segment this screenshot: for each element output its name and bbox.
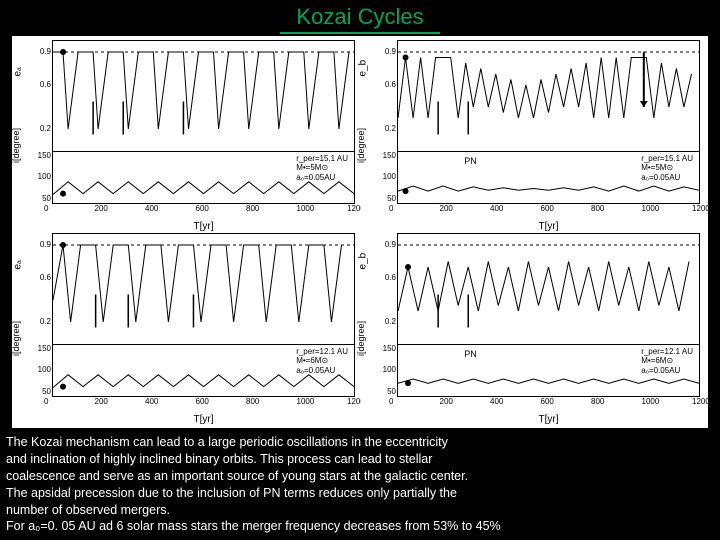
- inc-plot: 50100150r_per=12.1 AUM•=6M⊙a₀=0.05AU: [52, 344, 355, 397]
- ylabel-i: i[degree]: [356, 128, 366, 163]
- caption-text: The Kozai mechanism can lead to a large …: [0, 428, 720, 535]
- ylabel-i: i[degree]: [11, 321, 21, 356]
- ecc-plot: 0.20.60.9: [397, 233, 700, 344]
- ylabel-i: i[degree]: [356, 321, 366, 356]
- panel-annotation: r_per=12.1 AUM•=6M⊙a₀=0.05AU: [296, 347, 348, 376]
- panel-annotation: r_per=12.1 AUM•=6M⊙a₀=0.05AU: [641, 347, 693, 376]
- chart-grid: eₐ i[degree] 0.20.60.9 50100150r_per=15.…: [12, 36, 708, 428]
- ylabel-i: i[degree]: [11, 128, 21, 163]
- ylabel-e: e_b: [358, 59, 369, 76]
- panel-d: e_b i[degree] 0.20.60.9 50100150r_per=12…: [361, 233, 704, 424]
- ecc-plot: 0.20.60.9: [52, 233, 355, 344]
- title-underline: [280, 32, 440, 34]
- ecc-plot: 0.20.60.9: [397, 40, 700, 151]
- xlabel: T[yr]: [194, 414, 214, 425]
- pn-label: PN: [464, 156, 477, 166]
- xlabel: T[yr]: [194, 221, 214, 232]
- xlabel: T[yr]: [539, 221, 559, 232]
- page-title: Kozai Cycles: [0, 0, 720, 32]
- xlabel: T[yr]: [539, 414, 559, 425]
- ecc-plot: 0.20.60.9: [52, 40, 355, 151]
- inc-plot: 50100150r_per=15.1 AUM•=5M⊙a₀=0.05AUPN: [397, 151, 700, 204]
- panel-annotation: r_per=15.1 AUM•=5M⊙a₀=0.05AU: [641, 154, 693, 183]
- xaxis: 020040060080010001200T[yr]: [52, 397, 355, 424]
- ylabel-e: eₐ: [13, 67, 24, 76]
- pn-label: PN: [464, 349, 477, 359]
- xaxis: 020040060080010001200T[yr]: [397, 397, 700, 424]
- xaxis: 020040060080010001200T[yr]: [397, 204, 700, 231]
- ylabel-e: eₐ: [13, 260, 24, 269]
- panel-b: e_b i[degree] 0.20.60.9 50100150r_per=15…: [361, 40, 704, 231]
- xaxis: 020040060080010001200T[yr]: [52, 204, 355, 231]
- inc-plot: 50100150r_per=15.1 AUM•=5M⊙a₀=0.05AU: [52, 151, 355, 204]
- ylabel-e: e_b: [358, 252, 369, 269]
- panel-c: eₐ i[degree] 0.20.60.9 50100150r_per=12.…: [16, 233, 359, 424]
- panel-a: eₐ i[degree] 0.20.60.9 50100150r_per=15.…: [16, 40, 359, 231]
- panel-annotation: r_per=15.1 AUM•=5M⊙a₀=0.05AU: [296, 154, 348, 183]
- inc-plot: 50100150r_per=12.1 AUM•=6M⊙a₀=0.05AUPN: [397, 344, 700, 397]
